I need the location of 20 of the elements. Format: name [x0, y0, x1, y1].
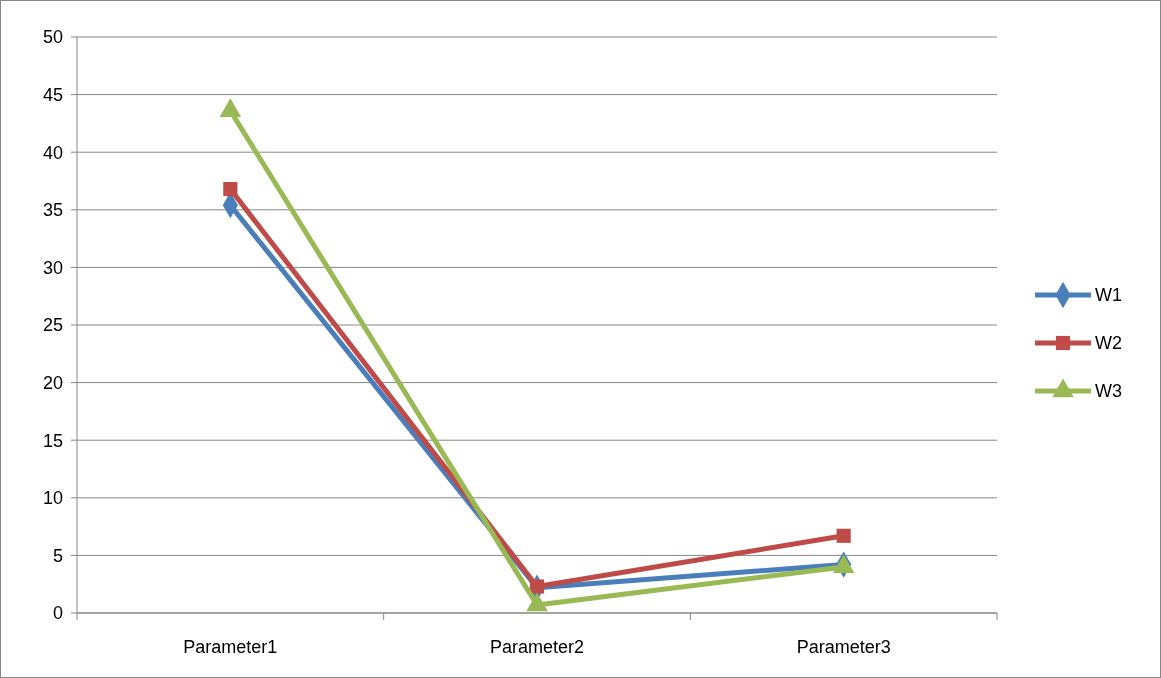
- x-tick-label: Parameter1: [183, 637, 278, 657]
- y-tick-label: 5: [52, 545, 63, 566]
- point: [223, 181, 238, 197]
- y-tick-label: 35: [42, 200, 63, 221]
- y-tick-label: 30: [42, 257, 63, 278]
- point: [529, 579, 545, 594]
- y-tick-label: 15: [42, 430, 63, 451]
- y-tick-label: 10: [42, 488, 63, 509]
- y-tick-label: 20: [42, 372, 63, 393]
- y-tick-label: 50: [42, 27, 63, 48]
- y-tick-label: 0: [52, 603, 63, 624]
- legend-label: W3: [1095, 381, 1122, 402]
- legend-label: W2: [1095, 333, 1122, 354]
- point: [836, 528, 851, 543]
- legend-label: W1: [1095, 285, 1122, 306]
- x-tick-label: Parameter3: [796, 637, 891, 657]
- y-tick-label: 40: [42, 142, 63, 163]
- y-tick-label: 45: [42, 84, 63, 105]
- x-tick-label: Parameter2: [489, 637, 585, 657]
- y-tick-label: 25: [42, 315, 63, 336]
